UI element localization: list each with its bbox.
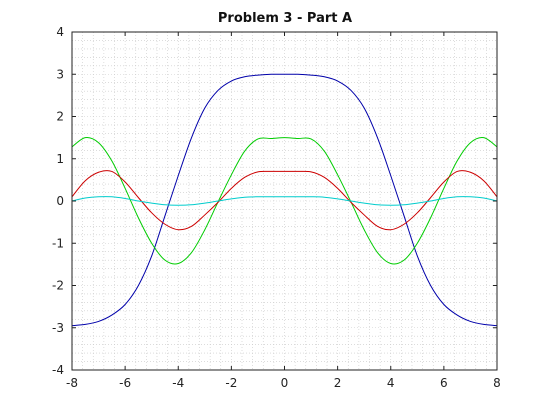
y-tick-label: -2 — [52, 279, 64, 293]
y-tick-label: -1 — [52, 236, 64, 250]
y-tick-label: -4 — [52, 363, 64, 377]
x-tick-label: 6 — [440, 376, 448, 390]
series-line-4 — [71, 196, 498, 206]
y-tick-label: 1 — [56, 152, 64, 166]
series-line-3 — [71, 170, 498, 231]
axes: -8 -6 -4 -2 0 2 4 6 8 -4 -3 -2 -1 0 1 2 3 4 — [52, 25, 501, 390]
y-tick-label: 3 — [56, 67, 64, 81]
y-tick-label: 2 — [56, 110, 64, 124]
x-tick-label: 2 — [334, 376, 342, 390]
x-tick-label: -4 — [172, 376, 184, 390]
x-tick-label: -8 — [66, 376, 78, 390]
x-tick-label: 8 — [493, 376, 501, 390]
y-tick-label: 4 — [56, 25, 64, 39]
x-tick-label: -2 — [225, 376, 237, 390]
series-layer — [71, 73, 498, 327]
x-tick-label: 0 — [281, 376, 289, 390]
x-tick-label: -6 — [119, 376, 131, 390]
x-tick-label: 4 — [387, 376, 395, 390]
y-tick-label: 0 — [56, 194, 64, 208]
series-line-2 — [71, 136, 498, 265]
y-tick-label: -3 — [52, 321, 64, 335]
series-line-1 — [71, 73, 498, 327]
chart-title: Problem 3 - Part A — [218, 11, 352, 26]
